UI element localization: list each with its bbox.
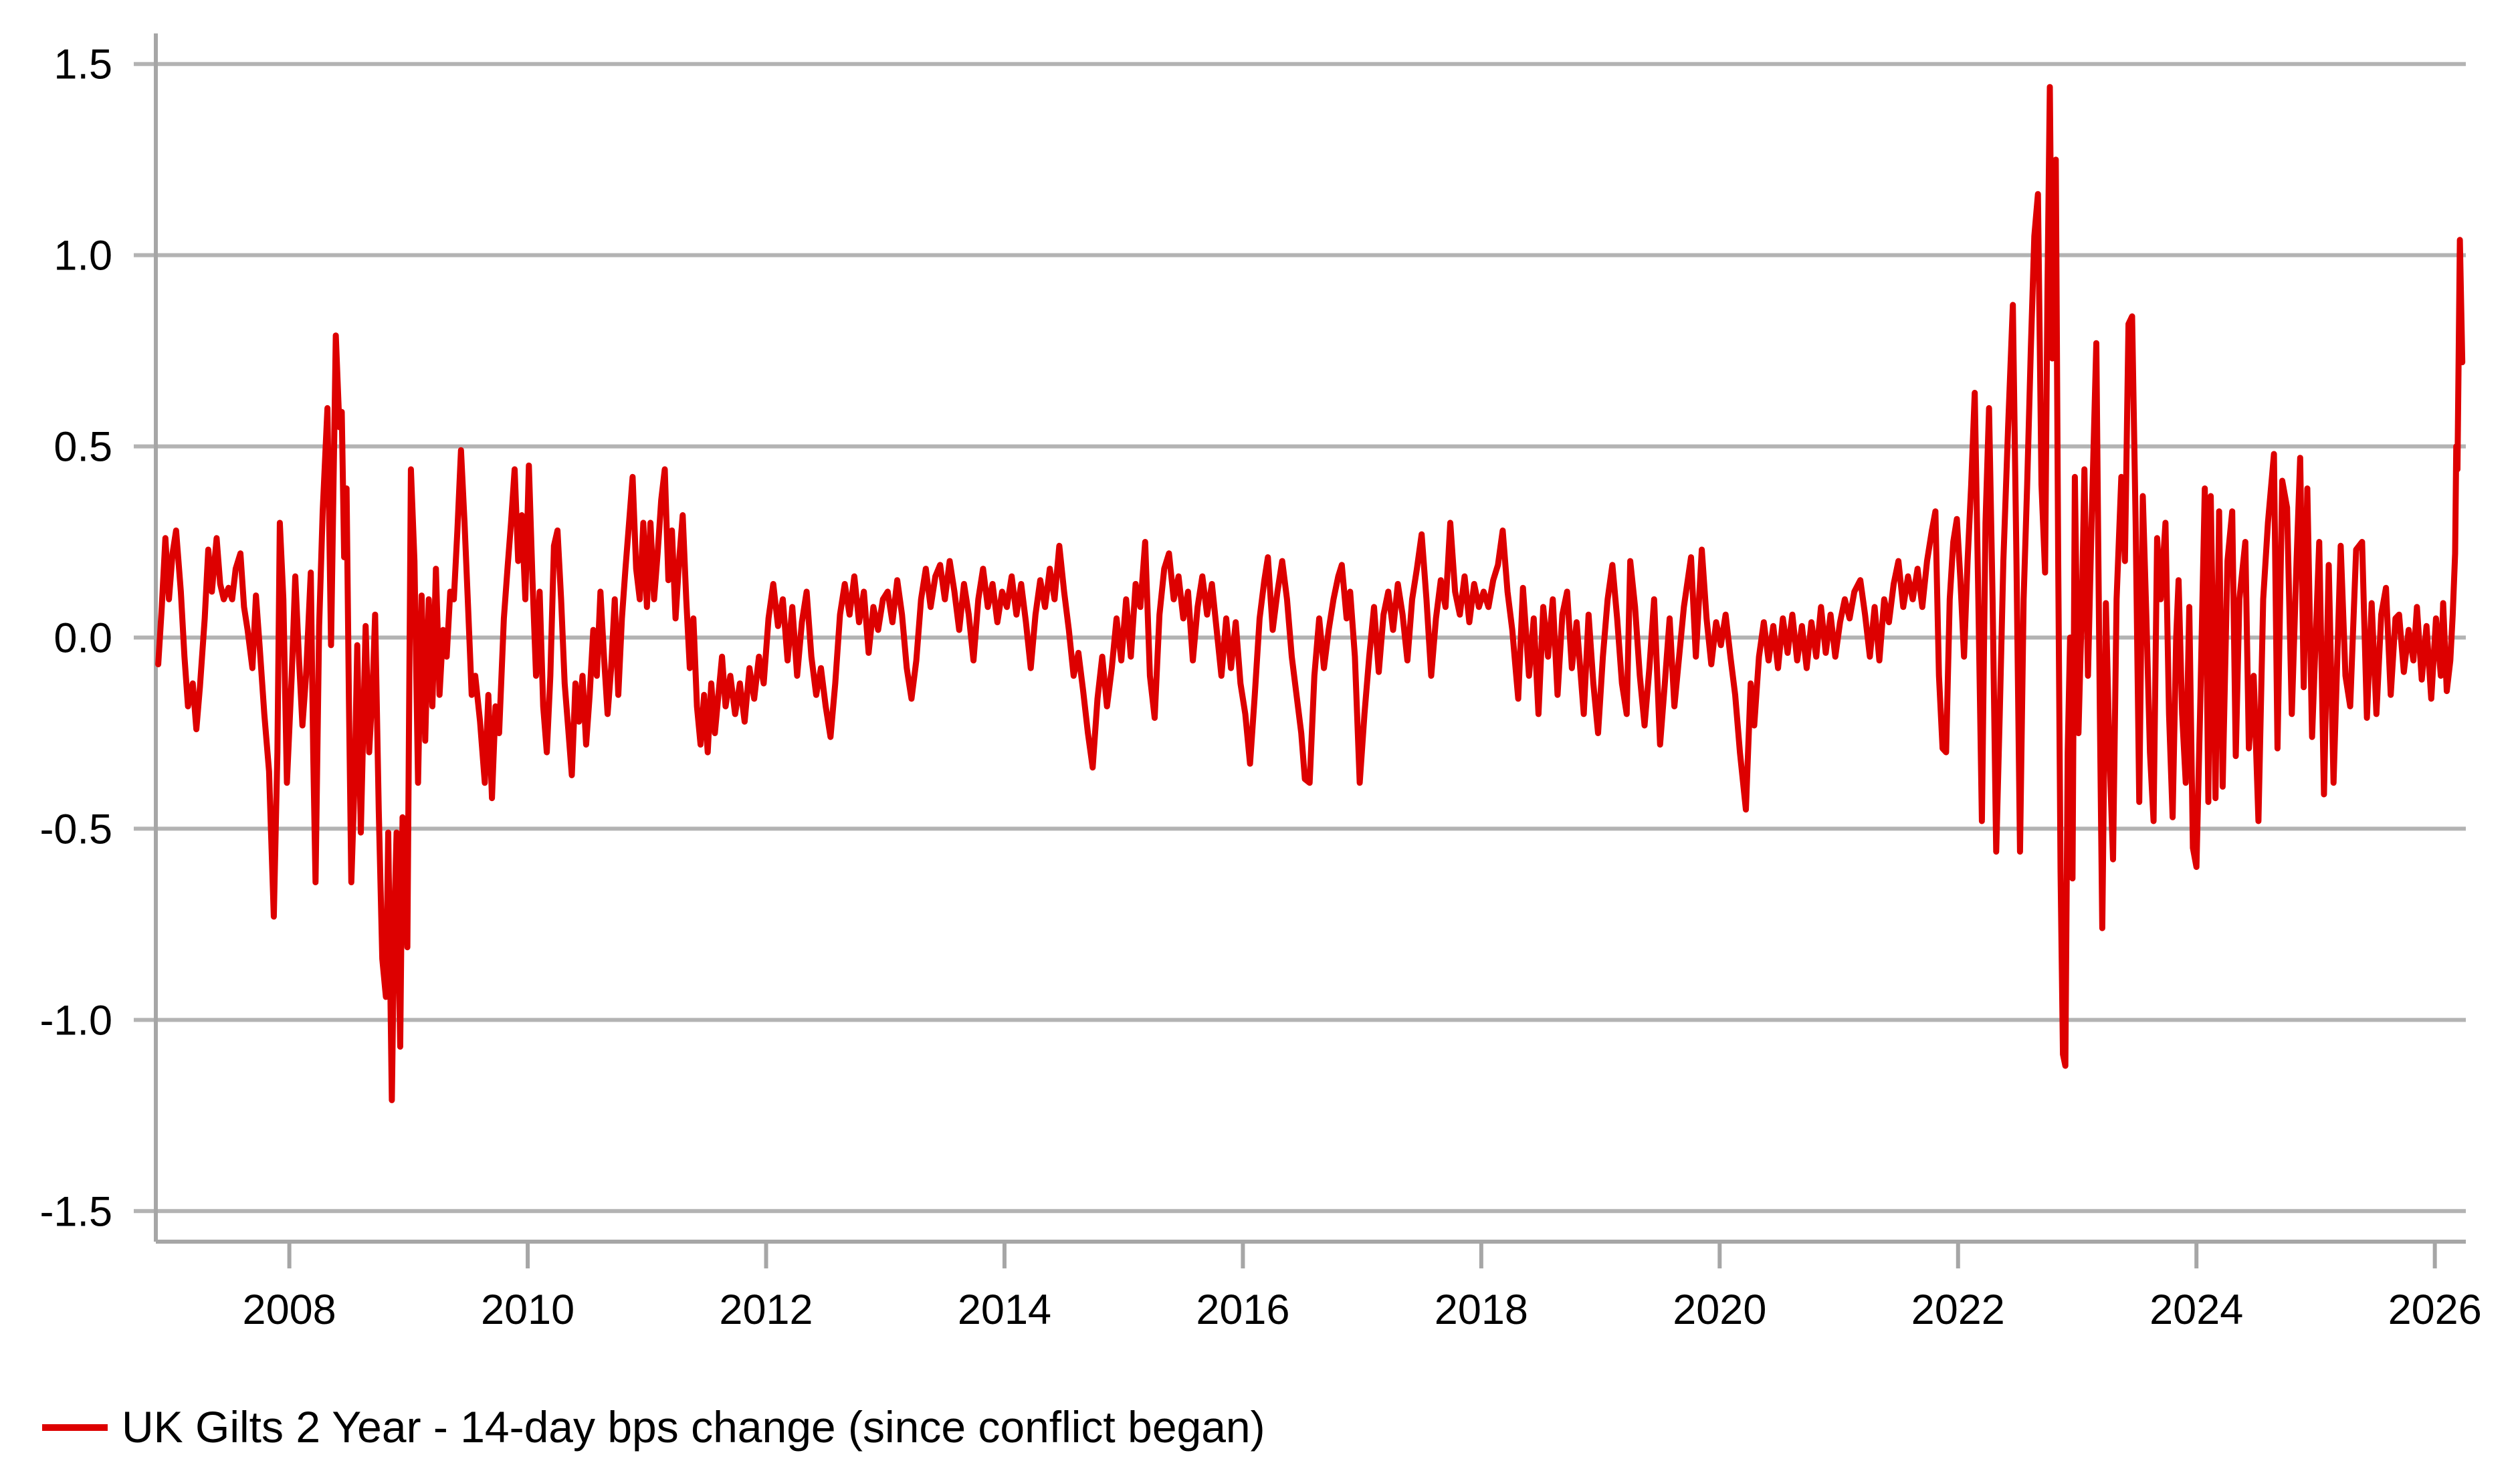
x-tick-label: 2012: [719, 1286, 813, 1333]
y-tick-label: 1.0: [54, 233, 112, 279]
x-tick-label: 2018: [1435, 1286, 1528, 1333]
x-tick-label: 2024: [2149, 1286, 2243, 1333]
x-tick-label: 2020: [1673, 1286, 1766, 1333]
x-axis-tick-labels: 2008 2010 2012 2014 2016 2018 2020 2022 2024 2026: [243, 1286, 2482, 1333]
y-tick-label: 0.5: [54, 424, 112, 471]
axes-spines: [154, 33, 2466, 1244]
data-series-line: [155, 84, 2466, 1103]
gridlines: [134, 62, 2466, 1214]
y-tick-label: -1.5: [39, 1188, 112, 1235]
x-tick-label: 2008: [243, 1286, 336, 1333]
y-axis-tick-labels: -1.5 -1.0 -0.5 0.0 0.5 1.0 1.5: [39, 41, 112, 1236]
x-tick-label: 2014: [958, 1286, 1051, 1333]
data-series-group: [155, 84, 2466, 1103]
x-tick-label: 2022: [1911, 1286, 2005, 1333]
y-tick-label: 1.5: [54, 41, 112, 88]
x-axis-ticks: [287, 1242, 2437, 1268]
legend: UK Gilts 2 Year - 14-day bps change (sin…: [42, 1402, 1265, 1452]
y-tick-label: 0.0: [54, 615, 112, 662]
x-tick-label: 2016: [1196, 1286, 1289, 1333]
x-tick-label: 2010: [481, 1286, 574, 1333]
y-tick-label: -1.0: [39, 997, 112, 1044]
y-tick-label: -0.5: [39, 806, 112, 853]
x-tick-label: 2026: [2388, 1286, 2482, 1333]
legend-label: UK Gilts 2 Year - 14-day bps change (sin…: [122, 1402, 1265, 1452]
